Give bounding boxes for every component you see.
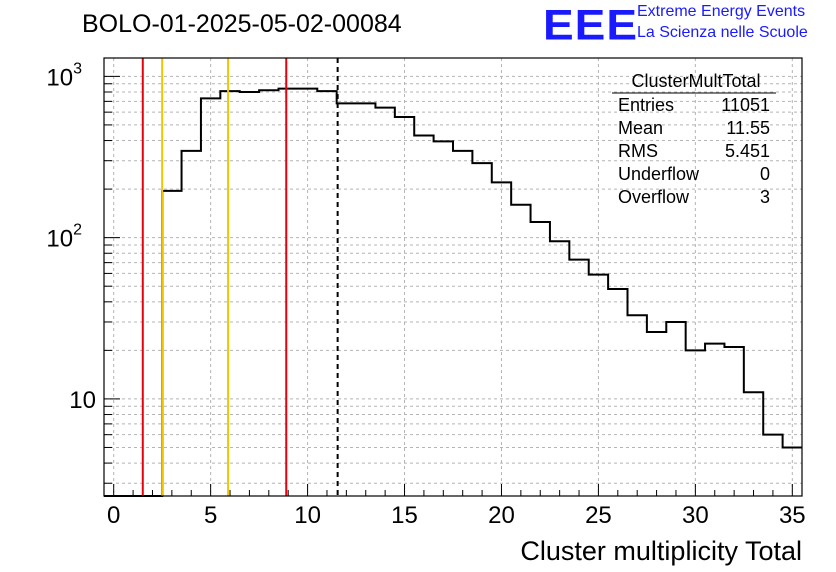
stats-row-label: Overflow: [618, 187, 690, 207]
x-axis-label: Cluster multiplicity Total: [520, 536, 802, 566]
stats-box: ClusterMultTotal Entries 11051 Mean 11.55 RMS…: [612, 71, 776, 207]
eee-logo: EEE: [543, 0, 639, 49]
stats-row-label: Mean: [618, 118, 663, 138]
x-tick-label: 30: [682, 502, 709, 529]
logo-subtitle-line1: Extreme Energy Events: [637, 3, 806, 20]
x-tick-label: 25: [585, 502, 612, 529]
x-tick-label: 20: [488, 502, 515, 529]
stats-row-value: 11051: [721, 95, 770, 115]
stats-row-value: 5.451: [725, 141, 770, 161]
plot-frame: [103, 57, 803, 497]
logo-subtitle-line2: La Scienza nelle Scuole: [637, 24, 808, 41]
x-tick-label: 35: [779, 502, 806, 529]
stats-row-label: RMS: [618, 141, 658, 161]
stats-row-value: 11.55: [726, 118, 770, 138]
stats-box-title: ClusterMultTotal: [631, 71, 760, 91]
x-tick-label: 0: [107, 502, 120, 529]
stats-row-value: 3: [760, 187, 770, 207]
stats-row-label: Entries: [618, 95, 674, 115]
x-tick-label: 10: [294, 502, 321, 529]
y-tick-label: 10: [69, 387, 96, 414]
vertical-marker-lines: [141, 58, 339, 496]
x-tick-label: 5: [204, 502, 217, 529]
grid-lines: [104, 58, 802, 496]
histogram-outline: [104, 87, 802, 497]
x-tick-label: 15: [391, 502, 418, 529]
stats-row-value: 0: [760, 164, 770, 184]
chart-title: BOLO-01-2025-05-02-00084: [82, 10, 402, 38]
y-tick-label: 103: [46, 60, 82, 91]
y-tick-label: 102: [46, 222, 82, 253]
stats-row-label: Underflow: [618, 164, 700, 184]
